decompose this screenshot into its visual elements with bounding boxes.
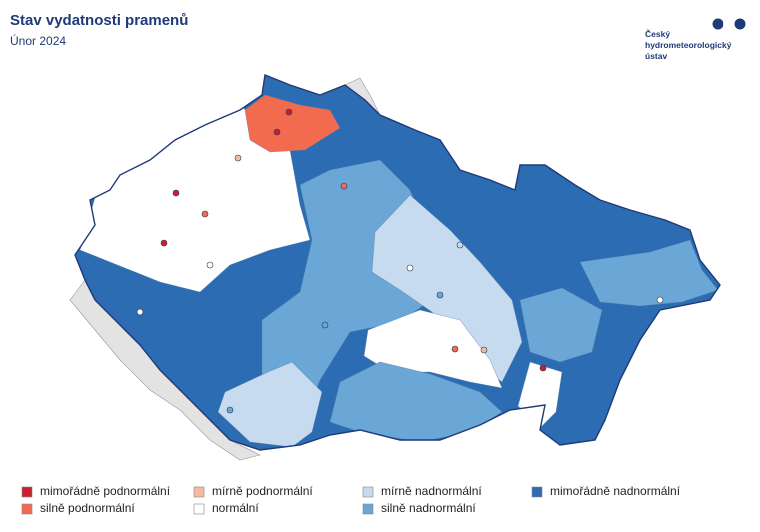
logo: Český hydrometeorologický ústav [645,18,746,61]
region [519,287,603,363]
title: Stav vydatnosti pramenů [10,12,188,29]
legend: mimořádně podnormální silně podnormální mí… [21,484,681,515]
country-border [74,74,721,451]
region [371,194,523,383]
spring [285,108,293,116]
spring [234,154,242,162]
logo-dot [734,18,746,30]
spring [340,182,348,190]
legend-label: mírně podnormální [212,484,313,498]
springs [136,108,664,414]
map [69,74,721,461]
logo-text: ústav [645,51,667,61]
spring [539,364,547,372]
legend-swatch [21,486,33,498]
spring [451,345,459,353]
spring [172,189,180,197]
legend-swatch [193,486,205,498]
spring [406,264,414,272]
legend-swatch [362,486,374,498]
legend-label: silně podnormální [40,501,135,515]
logo-text: hydrometeorologický [645,40,732,50]
subtitle: Únor 2024 [10,33,66,48]
legend-swatch [362,503,374,515]
legend-label: silně nadnormální [381,501,476,515]
spring [226,406,234,414]
region [244,94,341,153]
legend-label: mimořádně podnormální [40,484,171,498]
logo-text: Český [645,28,670,39]
legend-swatch [531,486,543,498]
legend-label: mírně nadnormální [381,484,482,498]
spring [436,291,444,299]
legend-swatch [21,503,33,515]
logo-dot [723,21,729,27]
legend-label: mimořádně nadnormální [550,484,681,498]
legend-label: normální [212,501,259,515]
spring [160,239,168,247]
logo-dot [712,18,724,30]
spring [321,321,329,329]
legend-swatch [193,503,205,515]
spring [273,128,281,136]
spring [456,241,464,249]
spring [206,261,214,269]
region [217,361,323,448]
spring [136,308,144,316]
spring [201,210,209,218]
spring [480,346,488,354]
spring [656,296,664,304]
